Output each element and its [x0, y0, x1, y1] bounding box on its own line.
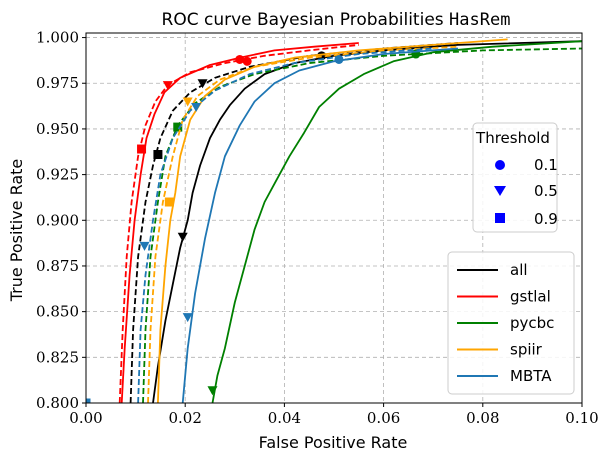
threshold-legend-label-2: 0.9 — [534, 210, 558, 228]
y-tick-label: 0.875 — [36, 257, 79, 275]
threshold-legend-triangle-marker — [494, 186, 506, 196]
series-line-gstlal — [118, 44, 359, 403]
threshold-legend-box — [472, 122, 558, 233]
threshold-0.9-marker — [164, 197, 174, 207]
threshold-0.9-marker — [86, 398, 91, 403]
series-legend-label-gstlal: gstlal — [510, 288, 551, 306]
x-tick-label: 0.08 — [466, 409, 499, 427]
x-axis-label: False Positive Rate — [259, 433, 408, 452]
plot-area — [86, 38, 582, 403]
axes-frame — [85, 32, 583, 404]
series-legend-label-pycbc: pycbc — [510, 314, 554, 332]
y-tick-label: 0.825 — [36, 348, 79, 366]
threshold-0.5-marker — [182, 97, 193, 107]
x-tick-label: 0.04 — [268, 409, 301, 427]
threshold-0.9-marker — [137, 144, 147, 154]
y-axis: 0.800 0.825 0.850 0.875 0.900 0.925 0.950 0.975… — [36, 29, 86, 412]
threshold-legend-title: Threshold — [475, 129, 550, 147]
series-gstlal-dashed — [118, 44, 359, 403]
series-legend-label-all: all — [510, 261, 528, 279]
threshold-legend: Threshold 0.1 0.5 0.9 — [472, 122, 558, 233]
threshold-0.5-marker — [191, 103, 202, 112]
series-line-MBTA — [137, 47, 434, 403]
series-all-dashed — [129, 42, 459, 403]
x-tick-label: 0.06 — [367, 409, 400, 427]
series-line-pycbc — [211, 40, 582, 403]
y-tick-label: 0.850 — [36, 303, 79, 321]
series-line-all — [152, 40, 582, 403]
threshold-0.5-marker — [162, 81, 173, 91]
threshold-0.9-marker — [153, 150, 163, 160]
threshold-legend-circle-marker — [495, 160, 505, 170]
y-axis-label: True Positive Rate — [7, 159, 26, 303]
threshold-0.5-marker — [139, 241, 150, 251]
series-MBTA-dashed — [86, 47, 434, 403]
series-gstlal-solid — [120, 42, 359, 403]
series-legend-label-MBTA: MBTA — [510, 367, 552, 385]
y-tick-label: 0.975 — [36, 74, 79, 92]
x-tick-label: 0.00 — [69, 409, 102, 427]
x-axis: 0.00 0.02 0.04 0.06 0.08 0.10 — [69, 403, 599, 427]
chart-title: ROC curve Bayesian Probabilities HasRem — [162, 10, 511, 30]
series-spiir-dashed — [147, 45, 459, 403]
y-tick-label: 0.925 — [36, 166, 79, 184]
chart-title-main: ROC curve Bayesian Probabilities — [162, 10, 450, 30]
series-legend-box — [447, 251, 575, 395]
series-line-MBTA — [181, 47, 459, 403]
threshold-0.5-marker — [197, 79, 208, 89]
y-tick-label: 0.900 — [36, 211, 79, 229]
threshold-0.1-marker — [235, 54, 245, 64]
chart-title-mono: HasRem — [449, 10, 510, 30]
threshold-0.5-marker — [182, 313, 193, 323]
y-tick-label: 0.950 — [36, 120, 79, 138]
threshold-0.9-marker — [173, 122, 183, 132]
series-legend: all gstlal pycbc spiir MBTA — [447, 251, 575, 395]
threshold-0.5-marker — [207, 386, 218, 396]
series-legend-label-spiir: spiir — [510, 341, 543, 359]
threshold-legend-label-1: 0.5 — [534, 182, 558, 200]
threshold-legend-label-0: 0.1 — [534, 156, 558, 174]
series-line-spiir — [147, 45, 459, 403]
x-tick-label: 0.10 — [565, 409, 598, 427]
y-tick-label: 1.000 — [36, 29, 79, 47]
series-line-all — [129, 42, 459, 403]
threshold-legend-square-marker — [495, 213, 505, 223]
x-tick-label: 0.02 — [168, 409, 201, 427]
y-tick-label: 0.800 — [36, 394, 79, 412]
threshold-0.5-marker — [177, 232, 188, 242]
series-line-gstlal — [120, 42, 359, 403]
threshold-0.1-marker — [242, 56, 252, 66]
